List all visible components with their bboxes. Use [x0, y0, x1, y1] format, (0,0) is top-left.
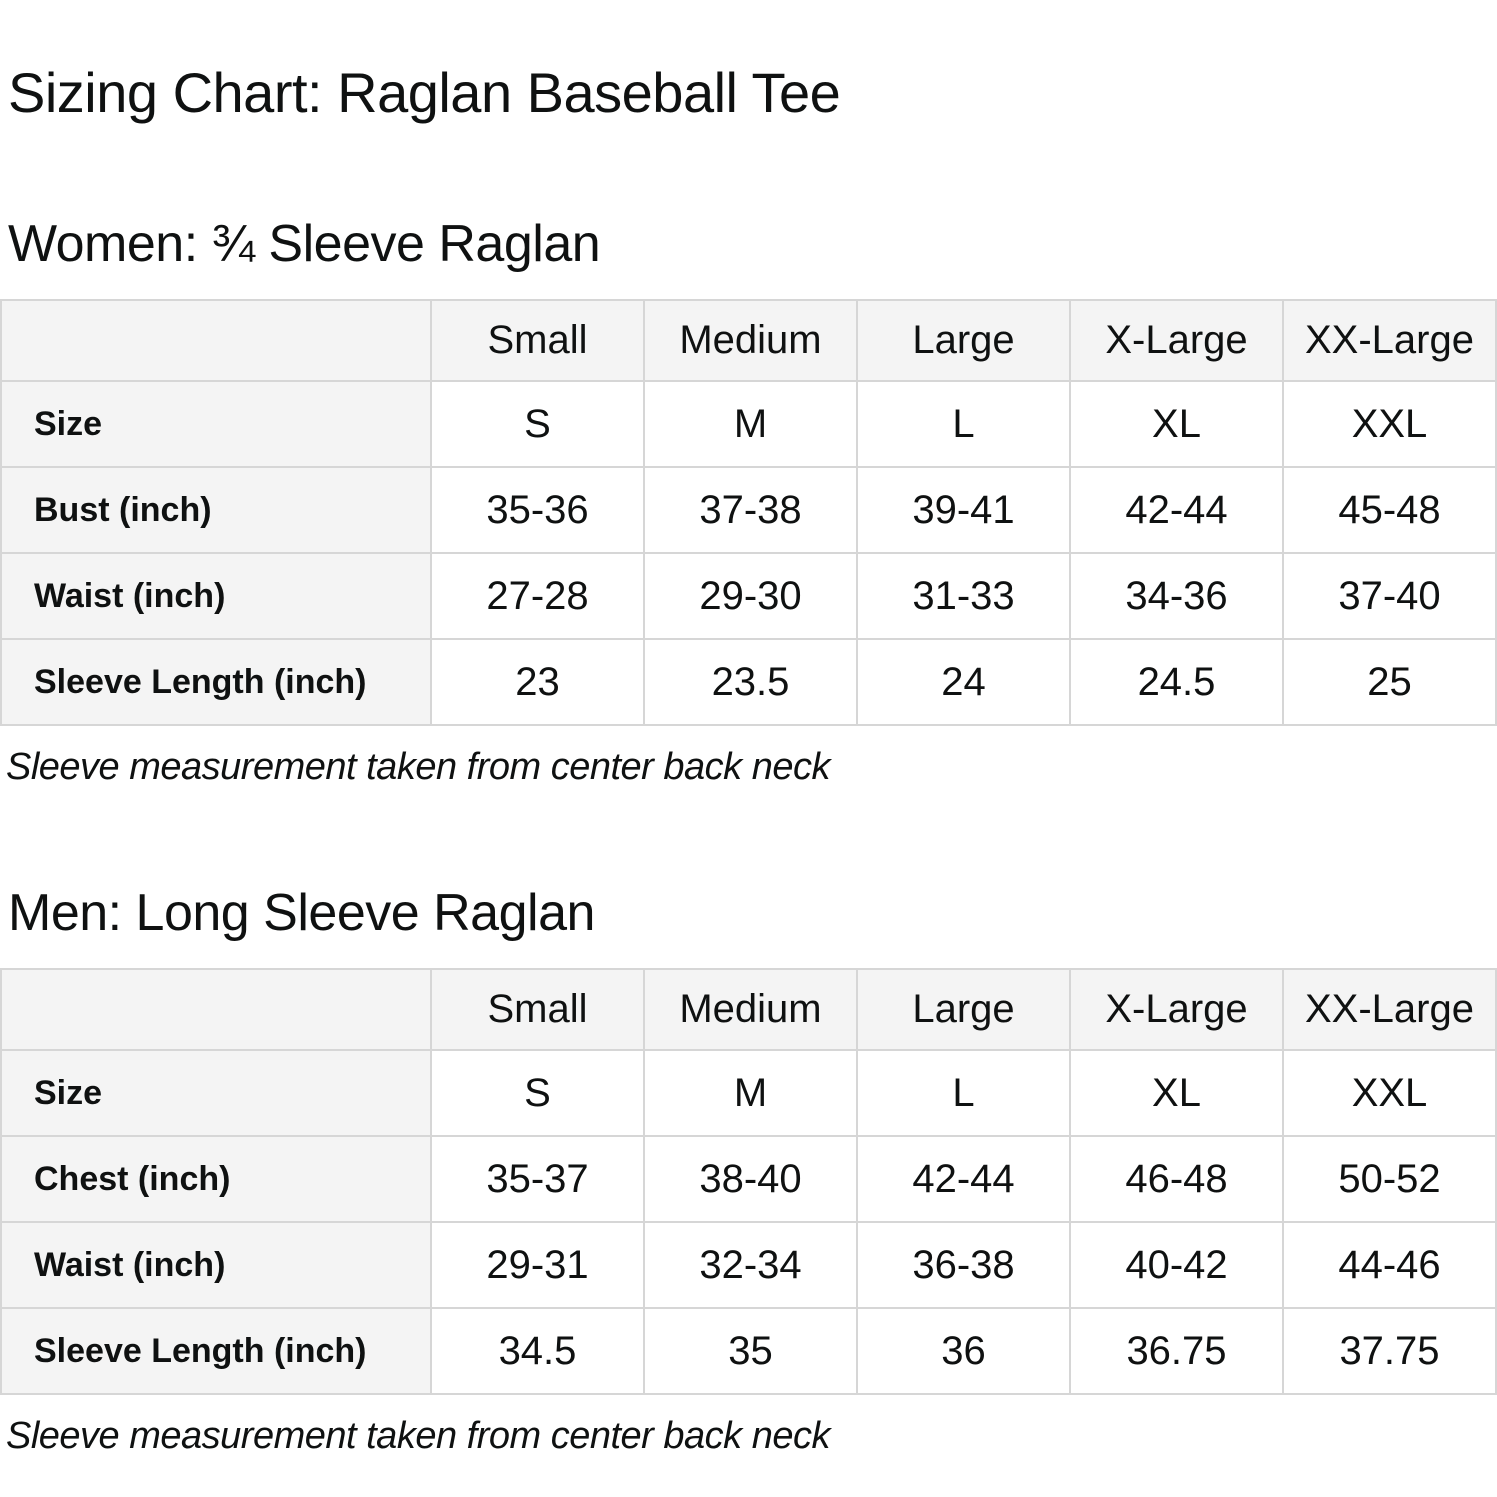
- cell: 27-28: [430, 552, 645, 640]
- cell: L: [856, 1049, 1071, 1137]
- cell: 45-48: [1282, 466, 1497, 554]
- row-label: Sleeve Length (inch): [0, 638, 432, 726]
- cell: 24: [856, 638, 1071, 726]
- cell: 29-30: [643, 552, 858, 640]
- col-header: Small: [430, 299, 645, 382]
- table-row: Size S M L XL XXL: [0, 380, 1497, 468]
- cell: 38-40: [643, 1135, 858, 1223]
- col-header: Small: [430, 968, 645, 1051]
- table-header-row: Small Medium Large X-Large XX-Large: [0, 299, 1497, 382]
- table-row: Bust (inch) 35-36 37-38 39-41 42-44 45-4…: [0, 466, 1497, 554]
- women-sleeve-footnote: Sleeve measurement taken from center bac…: [6, 746, 830, 788]
- cell: XXL: [1282, 1049, 1497, 1137]
- corner-cell: [0, 299, 432, 382]
- cell: 39-41: [856, 466, 1071, 554]
- table-header-row: Small Medium Large X-Large XX-Large: [0, 968, 1497, 1051]
- cell: XXL: [1282, 380, 1497, 468]
- row-label: Bust (inch): [0, 466, 432, 554]
- col-header: Large: [856, 968, 1071, 1051]
- men-sleeve-footnote: Sleeve measurement taken from center bac…: [6, 1415, 830, 1457]
- section-heading-men: Men: Long Sleeve Raglan: [8, 884, 595, 942]
- cell: 35-36: [430, 466, 645, 554]
- cell: 37.75: [1282, 1307, 1497, 1395]
- cell: M: [643, 1049, 858, 1137]
- table-row: Chest (inch) 35-37 38-40 42-44 46-48 50-…: [0, 1135, 1497, 1223]
- cell: 44-46: [1282, 1221, 1497, 1309]
- row-label: Waist (inch): [0, 1221, 432, 1309]
- cell: S: [430, 1049, 645, 1137]
- cell: 42-44: [856, 1135, 1071, 1223]
- cell: 46-48: [1069, 1135, 1284, 1223]
- cell: 36-38: [856, 1221, 1071, 1309]
- women-size-table: Small Medium Large X-Large XX-Large Size…: [0, 299, 1497, 726]
- cell: 31-33: [856, 552, 1071, 640]
- col-header: X-Large: [1069, 968, 1284, 1051]
- cell: 50-52: [1282, 1135, 1497, 1223]
- cell: XL: [1069, 380, 1284, 468]
- row-label: Waist (inch): [0, 552, 432, 640]
- cell: XL: [1069, 1049, 1284, 1137]
- col-header: Medium: [643, 299, 858, 382]
- col-header: XX-Large: [1282, 968, 1497, 1051]
- cell: 24.5: [1069, 638, 1284, 726]
- cell: M: [643, 380, 858, 468]
- row-label: Size: [0, 1049, 432, 1137]
- table-row: Size S M L XL XXL: [0, 1049, 1497, 1137]
- cell: 35: [643, 1307, 858, 1395]
- table-row: Sleeve Length (inch) 34.5 35 36 36.75 37…: [0, 1307, 1497, 1395]
- cell: 34.5: [430, 1307, 645, 1395]
- cell: 36: [856, 1307, 1071, 1395]
- row-label: Chest (inch): [0, 1135, 432, 1223]
- cell: 37-40: [1282, 552, 1497, 640]
- row-label: Size: [0, 380, 432, 468]
- cell: 42-44: [1069, 466, 1284, 554]
- corner-cell: [0, 968, 432, 1051]
- cell: 40-42: [1069, 1221, 1284, 1309]
- row-label: Sleeve Length (inch): [0, 1307, 432, 1395]
- col-header: X-Large: [1069, 299, 1284, 382]
- cell: L: [856, 380, 1071, 468]
- cell: 37-38: [643, 466, 858, 554]
- section-heading-women: Women: ¾ Sleeve Raglan: [8, 215, 601, 273]
- cell: 36.75: [1069, 1307, 1284, 1395]
- cell: 25: [1282, 638, 1497, 726]
- cell: 34-36: [1069, 552, 1284, 640]
- cell: 32-34: [643, 1221, 858, 1309]
- men-size-table: Small Medium Large X-Large XX-Large Size…: [0, 968, 1497, 1395]
- table-row: Waist (inch) 27-28 29-30 31-33 34-36 37-…: [0, 552, 1497, 640]
- cell: 23.5: [643, 638, 858, 726]
- col-header: Large: [856, 299, 1071, 382]
- table-row: Waist (inch) 29-31 32-34 36-38 40-42 44-…: [0, 1221, 1497, 1309]
- cell: 35-37: [430, 1135, 645, 1223]
- cell: S: [430, 380, 645, 468]
- col-header: XX-Large: [1282, 299, 1497, 382]
- cell: 29-31: [430, 1221, 645, 1309]
- cell: 23: [430, 638, 645, 726]
- page-title: Sizing Chart: Raglan Baseball Tee: [8, 61, 841, 124]
- table-row: Sleeve Length (inch) 23 23.5 24 24.5 25: [0, 638, 1497, 726]
- col-header: Medium: [643, 968, 858, 1051]
- sizing-chart-page: Sizing Chart: Raglan Baseball Tee Women:…: [0, 61, 1497, 1457]
